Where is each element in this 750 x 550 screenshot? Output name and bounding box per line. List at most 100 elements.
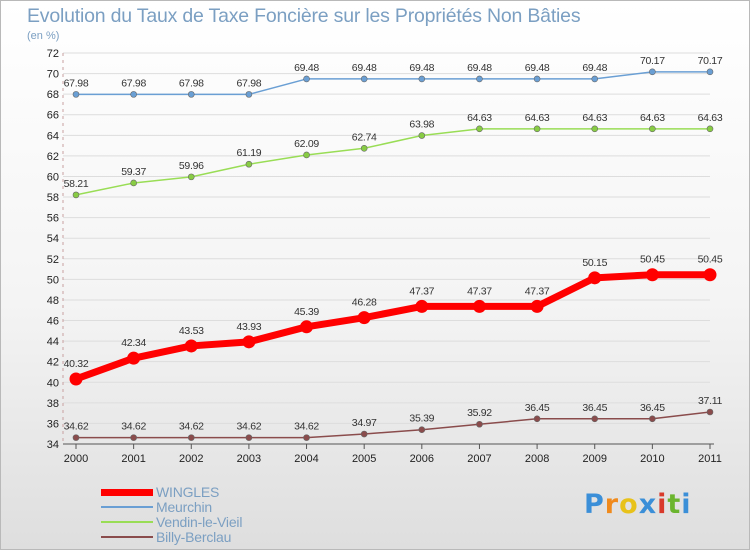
data-label-wingles: 42.34	[121, 337, 146, 349]
logo-letter: o	[619, 489, 639, 520]
data-point-billy-berclau	[72, 434, 80, 441]
x-tick-label: 2001	[121, 453, 145, 465]
data-point-billy-berclau	[533, 415, 541, 423]
data-point-billy-berclau	[303, 434, 310, 441]
y-tick-label: 38	[47, 398, 59, 410]
data-point-meurchin	[303, 75, 310, 83]
data-point-vendin-le-vieil	[360, 144, 368, 152]
data-label-meurchin: 70.17	[698, 55, 723, 67]
x-tick-label: 2000	[64, 453, 88, 465]
data-point-billy-berclau	[360, 430, 368, 438]
data-point-wingles	[530, 299, 544, 313]
data-label-layer: 67.98 67.98 67.98 67.98 69.48 69.48 69.48 69.48…	[64, 55, 724, 433]
data-point-meurchin	[245, 91, 253, 98]
data-label-meurchin: 70.17	[640, 55, 665, 67]
data-point-vendin-le-vieil	[303, 151, 310, 159]
data-point-meurchin	[533, 75, 541, 83]
data-point-vendin-le-vieil	[706, 125, 714, 133]
data-point-vendin-le-vieil	[533, 125, 541, 133]
y-tick-label: 50	[47, 274, 59, 286]
data-label-vendin-le-vieil: 64.63	[467, 112, 492, 124]
y-tick-label: 56	[47, 213, 59, 225]
data-label-wingles: 40.32	[64, 358, 89, 370]
x-tick-label: 2004	[294, 453, 318, 465]
legend-label: Vendin-le-Vieil	[156, 514, 243, 530]
y-tick-label: 58	[47, 192, 59, 204]
y-tick-label: 62	[47, 151, 59, 163]
series-layer	[69, 68, 717, 441]
y-tick-label: 68	[47, 89, 59, 101]
data-label-billy-berclau: 34.62	[237, 421, 262, 433]
data-point-wingles	[357, 311, 371, 325]
y-tick-label: 36	[47, 418, 59, 430]
data-label-vendin-le-vieil: 62.74	[352, 131, 377, 143]
y-tick-label: 48	[47, 295, 59, 307]
y-tick-label: 40	[47, 377, 59, 389]
data-point-billy-berclau	[187, 434, 195, 441]
legend-swatch	[101, 488, 153, 496]
data-label-vendin-le-vieil: 64.63	[698, 112, 723, 124]
data-label-billy-berclau: 34.62	[121, 421, 146, 433]
data-point-vendin-le-vieil	[476, 125, 483, 133]
data-point-meurchin	[72, 91, 80, 98]
unit-label: (en %)	[27, 30, 60, 42]
data-label-vendin-le-vieil: 63.98	[409, 119, 434, 131]
data-label-meurchin: 69.48	[294, 62, 319, 74]
data-point-billy-berclau	[649, 415, 656, 423]
data-point-meurchin	[360, 75, 368, 83]
x-tick-label: 2009	[582, 453, 606, 465]
logo-letter: P	[584, 489, 605, 520]
data-label-wingles: 47.37	[409, 285, 434, 297]
data-point-billy-berclau	[130, 434, 137, 441]
data-label-vendin-le-vieil: 61.19	[237, 147, 262, 159]
data-point-meurchin	[591, 75, 599, 83]
data-label-wingles: 45.39	[294, 306, 319, 318]
x-tick-label: 2002	[179, 453, 203, 465]
data-point-vendin-le-vieil	[418, 132, 426, 139]
data-point-meurchin	[130, 91, 137, 98]
data-point-wingles	[588, 271, 602, 285]
data-label-meurchin: 69.48	[409, 62, 434, 74]
data-label-wingles: 50.45	[640, 254, 665, 266]
data-point-meurchin	[476, 75, 483, 83]
data-label-meurchin: 69.48	[582, 62, 607, 74]
data-point-wingles	[300, 320, 314, 334]
y-tick-label: 44	[47, 336, 59, 348]
x-tick-label: 2008	[525, 453, 549, 465]
data-point-wingles	[472, 299, 486, 313]
data-point-billy-berclau	[706, 408, 714, 416]
proxiti-logo: Proxiti	[584, 489, 692, 520]
data-point-vendin-le-vieil	[187, 173, 195, 181]
data-label-meurchin: 67.98	[121, 77, 146, 89]
data-label-wingles: 47.37	[525, 285, 550, 297]
data-label-vendin-le-vieil: 58.21	[64, 178, 89, 190]
logo-letter: i	[681, 489, 692, 520]
series-line-vendin-le-vieil	[75, 128, 711, 196]
data-label-billy-berclau: 34.62	[294, 421, 319, 433]
data-label-billy-berclau: 35.92	[467, 407, 492, 419]
data-label-wingles: 47.37	[467, 285, 492, 297]
y-tick-label: 64	[47, 130, 59, 142]
x-tick-label: 2005	[352, 453, 376, 465]
legend-label: Billy-Berclau	[156, 529, 232, 545]
axis-layer: 34 36 38 40 42 44 46 48 50 52 54 56 58 60 62 64 66 68 70 72…	[47, 48, 722, 465]
y-tick-label: 52	[47, 254, 59, 266]
data-point-wingles	[415, 299, 429, 313]
y-tick-label: 34	[47, 439, 59, 451]
y-tick-label: 70	[47, 69, 59, 81]
data-point-wingles	[184, 339, 198, 353]
y-tick-label: 46	[47, 316, 59, 328]
y-tick-label: 60	[47, 171, 59, 183]
data-label-meurchin: 67.98	[179, 77, 204, 89]
data-label-vendin-le-vieil: 64.63	[525, 112, 550, 124]
data-label-billy-berclau: 34.62	[64, 421, 89, 433]
data-point-vendin-le-vieil	[245, 160, 253, 168]
x-tick-label: 2010	[640, 453, 664, 465]
data-point-vendin-le-vieil	[130, 179, 137, 187]
series-line-meurchin	[75, 71, 711, 96]
legend-swatch	[101, 536, 153, 538]
data-label-meurchin: 67.98	[237, 77, 262, 89]
data-point-vendin-le-vieil	[649, 125, 656, 133]
